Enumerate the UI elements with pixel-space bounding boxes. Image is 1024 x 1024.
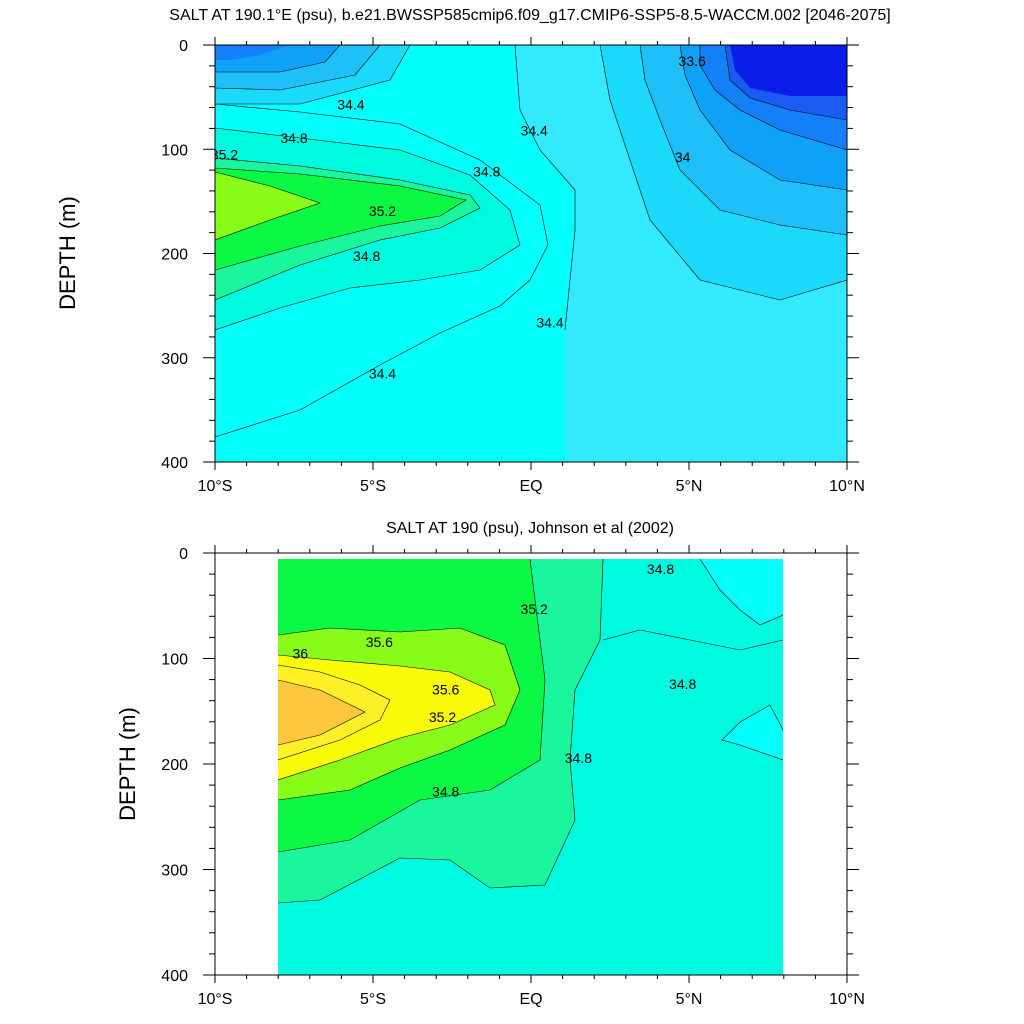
top-contour-line (699, 45, 847, 151)
bottom-x-tick-label: 10°S (198, 991, 233, 1008)
bottom-contour-field: 34.8 35.2 35.6 36 34.8 35.6 35.2 34.8 34.8 (278, 559, 783, 975)
top-contour-label: 34.8 (280, 130, 307, 146)
bottom-region-34-6-e (722, 705, 783, 760)
top-x-tick-label: 5°S (360, 478, 386, 495)
bottom-x-tick-label: 10°N (829, 991, 865, 1008)
top-contour-line (215, 103, 549, 438)
top-contour-line (724, 45, 847, 121)
bottom-contour-line (278, 654, 496, 781)
bottom-y-tick-label: 300 (161, 863, 188, 880)
top-contour-field: 34.4 34.8 35.2 34.8 35.2 34.8 34.4 33.6 34 34.4 34… (211, 45, 847, 462)
bottom-contour-label: 36 (293, 646, 309, 662)
bottom-contour-label: 35.2 (429, 709, 456, 725)
bottom-contour-line (278, 679, 366, 746)
bottom-y-tick-label: 0 (179, 546, 188, 563)
bottom-y-tick-label: 200 (161, 757, 188, 774)
top-region-35-4 (215, 172, 320, 240)
bottom-contour-line (721, 704, 783, 761)
bottom-contour-line (278, 664, 391, 761)
top-contour-label: 34.4 (369, 366, 396, 382)
bottom-region-34-6-ne (700, 559, 783, 625)
top-contour-line (599, 45, 847, 301)
bottom-x-tick-label: 5°N (676, 991, 703, 1008)
top-contour-line (679, 45, 847, 191)
bottom-y-tick-label: 400 (161, 968, 188, 985)
bottom-contour-label: 34.8 (647, 561, 674, 577)
bottom-x-tick-label: 5°S (360, 991, 386, 1008)
top-x-tick-label: 10°N (829, 478, 865, 495)
top-contour-label: 34.8 (353, 248, 380, 264)
top-contour-line (215, 45, 411, 105)
top-contour-label: 35.2 (369, 203, 396, 219)
top-y-tick-label: 200 (161, 247, 188, 264)
bottom-contour-label: 35.6 (366, 634, 393, 650)
bottom-y-tick-label: 100 (161, 652, 188, 669)
top-contour-line (215, 127, 521, 331)
bottom-contour-label: 35.6 (432, 681, 459, 697)
top-contour-label: 34.4 (337, 97, 364, 113)
top-region-33-4-nw (215, 45, 290, 60)
top-contour-line (639, 45, 847, 236)
top-region-33-2-ne (730, 45, 847, 96)
top-chart-title: SALT AT 190.1°E (psu), b.e21.BWSSP585cmi… (169, 7, 890, 24)
top-contour-label: 33.6 (679, 53, 706, 69)
top-x-tick-label: 5°N (676, 478, 703, 495)
bottom-contour-label: 34.8 (565, 750, 592, 766)
top-contour-label: 34.8 (473, 163, 500, 179)
top-y-tick-label: 100 (161, 142, 188, 159)
bottom-region-36-0 (278, 680, 365, 745)
top-contour-line (514, 45, 576, 331)
top-contour-label: 34.4 (521, 123, 548, 139)
bottom-contour-lines (278, 559, 783, 904)
top-y-axis-label: DEPTH (m) (55, 196, 80, 310)
bottom-contour-labels: 34.8 35.2 35.6 36 34.8 35.6 35.2 34.8 34.8 (293, 561, 697, 800)
bottom-contour-line (699, 559, 783, 626)
top-contour-line (215, 167, 467, 271)
bottom-contour-label: 34.8 (432, 784, 459, 800)
top-contour-line (215, 45, 341, 73)
top-contour-label: 35.2 (211, 147, 238, 163)
bottom-x-tick-label: EQ (519, 991, 542, 1008)
top-y-tick-label: 400 (161, 455, 188, 472)
bottom-contour-label: 35.2 (521, 601, 548, 617)
top-contour-labels: 34.4 34.8 35.2 34.8 35.2 34.8 34.4 33.6 34 34.4 34… (211, 53, 706, 382)
bottom-y-axis-label: DEPTH (m) (115, 707, 140, 821)
bottom-chart-title: SALT AT 190 (psu), Johnson et al (2002) (386, 520, 674, 537)
top-y-tick-label: 0 (179, 38, 188, 55)
bottom-contour-line (602, 629, 783, 651)
top-contour-lines (215, 45, 847, 438)
top-axis-ticks: 10°S 5°S EQ 5°N 10°N 0 100 200 300 400 (161, 37, 865, 495)
bottom-contour-line (278, 559, 604, 904)
top-y-tick-label: 300 (161, 351, 188, 368)
top-panel: SALT AT 190.1°E (psu), b.e21.BWSSP585cmi… (55, 7, 891, 495)
bottom-panel: SALT AT 190 (psu), Johnson et al (2002) (115, 520, 865, 1008)
bottom-axis-ticks: 10°S 5°S EQ 5°N 10°N 0 100 200 300 400 (161, 545, 865, 1008)
bottom-contour-label: 34.8 (669, 676, 696, 692)
top-x-tick-label: EQ (519, 478, 542, 495)
bottom-contour-line (278, 559, 546, 853)
top-contour-label: 34 (675, 149, 691, 165)
top-contour-line (215, 157, 481, 301)
top-x-tick-label: 10°S (198, 478, 233, 495)
top-contour-label: 34.4 (536, 315, 563, 331)
top-contour-line (215, 171, 321, 241)
top-contour-line (215, 45, 381, 91)
bottom-contour-line (278, 627, 521, 801)
